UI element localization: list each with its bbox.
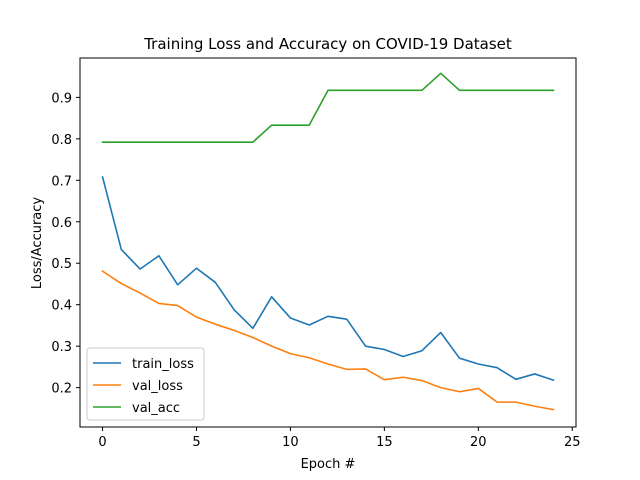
y-axis-label: Loss/Accuracy	[30, 197, 45, 290]
y-tick-label: 0.6	[51, 216, 72, 231]
axes-frame	[79, 57, 577, 428]
legend: train_loss val_loss val_acc	[86, 347, 205, 421]
series-line-train-loss	[101, 176, 555, 382]
y-tick-label: 0.2	[51, 382, 72, 397]
y-tick-label: 0.7	[51, 174, 72, 189]
x-tick-label: 0	[98, 435, 106, 450]
legend-label-train-loss: train_loss	[132, 357, 194, 372]
y-tick-label: 0.3	[51, 340, 72, 355]
x-tick-label: 20	[470, 435, 487, 450]
plot-area	[101, 72, 555, 411]
series-line-val-acc	[101, 72, 555, 143]
legend-box	[86, 347, 205, 421]
x-tick-label: 5	[192, 435, 200, 450]
y-tick-label: 0.4	[51, 299, 72, 314]
x-axis-label: Epoch #	[301, 457, 356, 472]
x-tick-label: 25	[564, 435, 581, 450]
axis-ticks: 0 5 10 15 20 25 0.2 0.3 0.4 0.5 0.6 0.7 0.8 0.9	[51, 91, 580, 450]
chart-title: Training Loss and Accuracy on COVID-19 D…	[143, 35, 512, 53]
legend-label-val-acc: val_acc	[132, 401, 180, 416]
legend-label-val-loss: val_loss	[132, 379, 183, 394]
series-line-val-loss	[101, 270, 555, 411]
y-tick-label: 0.9	[51, 91, 72, 106]
x-tick-label: 10	[282, 435, 299, 450]
y-tick-label: 0.5	[51, 257, 72, 272]
y-tick-label: 0.8	[51, 133, 72, 148]
x-tick-label: 15	[376, 435, 393, 450]
